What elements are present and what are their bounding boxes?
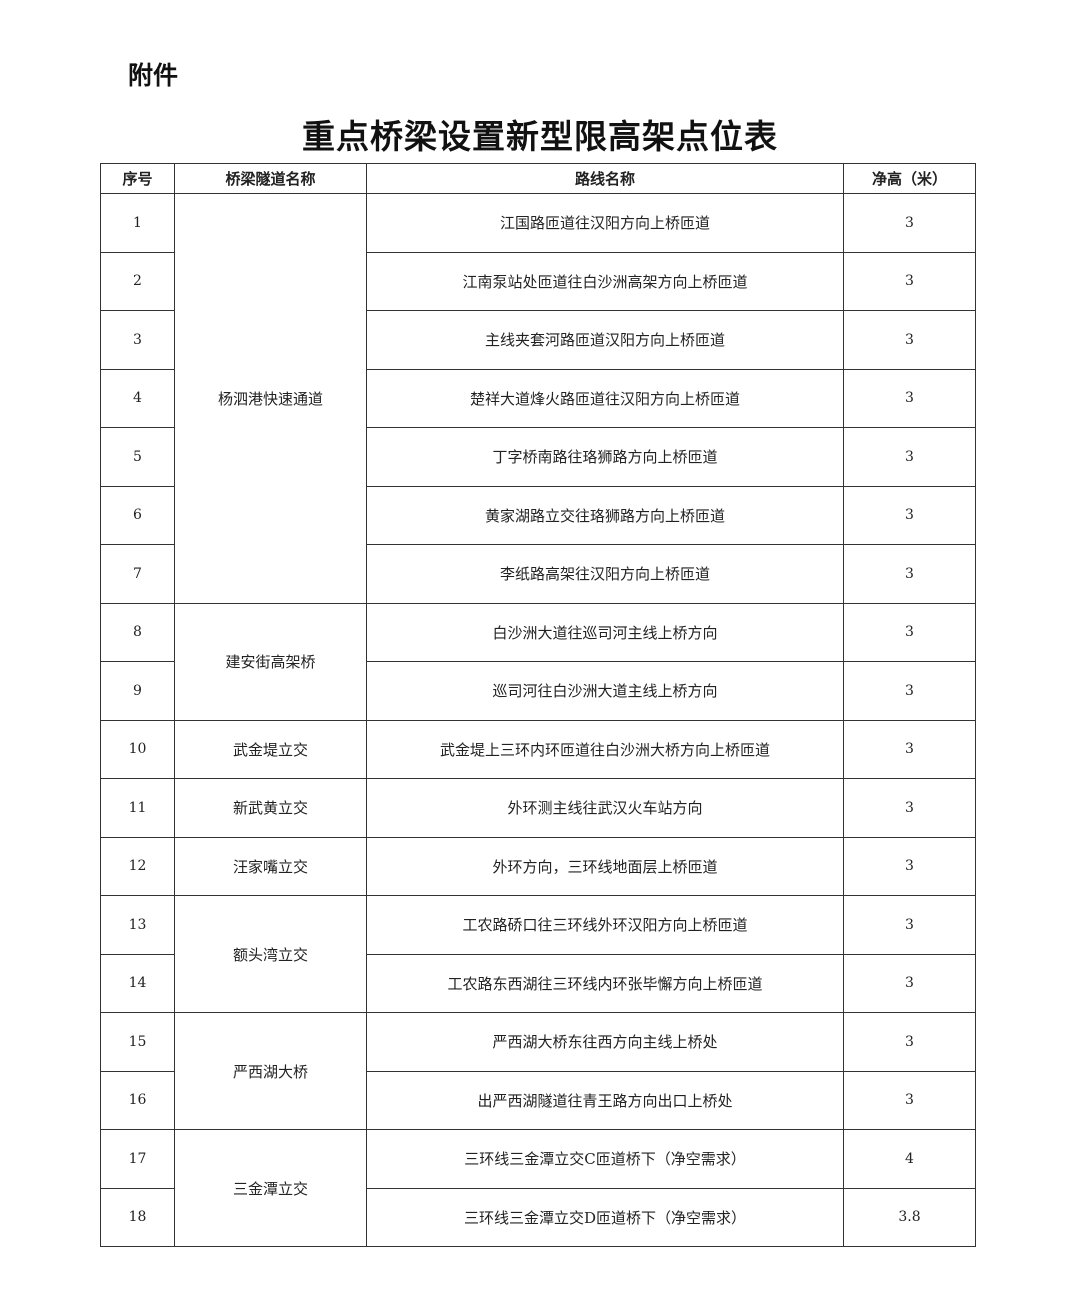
clearance-height: 3	[843, 836, 976, 896]
row-number: 15	[100, 1012, 175, 1072]
route-name: 武金堤上三环内环匝道往白沙洲大桥方向上桥匝道	[366, 719, 844, 779]
row-number: 3	[100, 310, 175, 370]
row-number: 5	[100, 427, 175, 487]
table-row: 14 工农路东西湖往三环线内环张毕懈方向上桥匝道 3	[100, 953, 976, 1013]
route-name: 外环方向，三环线地面层上桥匝道	[366, 836, 844, 896]
table-header-row: 序号 桥梁隧道名称 路线名称 净高（米）	[100, 163, 976, 194]
route-name: 出严西湖隧道往青王路方向出口上桥处	[366, 1070, 844, 1130]
bridge-name: 三金潭立交	[174, 1129, 367, 1247]
route-name: 工农路硚口往三环线外环汉阳方向上桥匝道	[366, 895, 844, 955]
row-number: 2	[100, 251, 175, 311]
route-name: 黄家湖路立交往珞狮路方向上桥匝道	[366, 485, 844, 545]
route-name: 江国路匝道往汉阳方向上桥匝道	[366, 193, 844, 253]
route-name: 楚祥大道烽火路匝道往汉阳方向上桥匝道	[366, 368, 844, 428]
row-number: 14	[100, 953, 175, 1013]
row-number: 10	[100, 719, 175, 779]
page-title: 重点桥梁设置新型限高架点位表	[302, 117, 778, 156]
clearance-height: 3	[843, 310, 976, 370]
route-name: 江南泵站处匝道往白沙洲高架方向上桥匝道	[366, 251, 844, 311]
bridge-name: 严西湖大桥	[174, 1012, 367, 1130]
table-row: 3 主线夹套河路匝道汉阳方向上桥匝道 3	[100, 310, 976, 370]
clearance-height: 3	[843, 778, 976, 838]
bridge-name: 额头湾立交	[174, 895, 367, 1013]
table-row: 8 建安街高架桥 白沙洲大道往巡司河主线上桥方向 3	[100, 602, 976, 721]
clearance-height: 3	[843, 895, 976, 955]
table-row: 17 三金潭立交 三环线三金潭立交C匝道桥下（净空需求） 4	[100, 1129, 976, 1247]
clearance-height: 3	[843, 661, 976, 721]
route-name: 巡司河往白沙洲大道主线上桥方向	[366, 661, 844, 721]
clearance-height: 3	[843, 1012, 976, 1072]
route-name: 三环线三金潭立交D匝道桥下（净空需求）	[366, 1187, 844, 1247]
route-name: 白沙洲大道往巡司河主线上桥方向	[366, 602, 844, 662]
row-number: 9	[100, 661, 175, 721]
route-name: 外环测主线往武汉火车站方向	[366, 778, 844, 838]
table-row: 2 江南泵站处匝道往白沙洲高架方向上桥匝道 3	[100, 251, 976, 311]
route-name: 严西湖大桥东往西方向主线上桥处	[366, 1012, 844, 1072]
clearance-height: 3	[843, 427, 976, 487]
clearance-height: 3	[843, 368, 976, 428]
route-name: 主线夹套河路匝道汉阳方向上桥匝道	[366, 310, 844, 370]
clearance-height: 3.8	[843, 1187, 976, 1247]
clearance-height: 3	[843, 485, 976, 545]
table-row: 15 严西湖大桥 严西湖大桥东往西方向主线上桥处 3	[100, 1012, 976, 1130]
clearance-height: 3	[843, 544, 976, 604]
table-row: 11 新武黄立交 外环测主线往武汉火车站方向 3	[100, 778, 976, 838]
row-number: 12	[100, 836, 175, 896]
route-name: 工农路东西湖往三环线内环张毕懈方向上桥匝道	[366, 953, 844, 1013]
clearance-height: 4	[843, 1129, 976, 1189]
row-number: 13	[100, 895, 175, 955]
row-number: 16	[100, 1070, 175, 1130]
table-row: 9 巡司河往白沙洲大道主线上桥方向 3	[100, 661, 976, 721]
row-number: 1	[100, 193, 175, 253]
table-row: 18 三环线三金潭立交D匝道桥下（净空需求） 3.8	[100, 1187, 976, 1247]
table-row: 16 出严西湖隧道往青王路方向出口上桥处 3	[100, 1070, 976, 1130]
clearance-height: 3	[843, 1070, 976, 1130]
attachment-label: 附件	[128, 61, 179, 90]
table-row: 5 丁字桥南路往珞狮路方向上桥匝道 3	[100, 427, 976, 487]
table-body: 1 杨泗港快速通道 江国路匝道往汉阳方向上桥匝道 3 2 江南泵站处匝道往白沙洲高架方向上…	[100, 193, 976, 1247]
table-row: 13 额头湾立交 工农路硚口往三环线外环汉阳方向上桥匝道 3	[100, 895, 976, 1013]
bridge-name: 杨泗港快速通道	[174, 193, 367, 604]
row-number: 7	[100, 544, 175, 604]
clearance-height: 3	[843, 719, 976, 779]
route-name: 丁字桥南路往珞狮路方向上桥匝道	[366, 427, 844, 487]
header-clearance: 净高（米）	[843, 163, 976, 194]
bridge-name: 汪家嘴立交	[174, 836, 367, 896]
route-name: 三环线三金潭立交C匝道桥下（净空需求）	[366, 1129, 844, 1189]
header-route-name: 路线名称	[366, 163, 844, 194]
row-number: 17	[100, 1129, 175, 1189]
row-number: 8	[100, 602, 175, 662]
bridge-name: 武金堤立交	[174, 719, 367, 779]
route-name: 李纸路高架往汉阳方向上桥匝道	[366, 544, 844, 604]
table-row: 10 武金堤立交 武金堤上三环内环匝道往白沙洲大桥方向上桥匝道 3	[100, 719, 976, 779]
row-number: 11	[100, 778, 175, 838]
header-bridge-name: 桥梁隧道名称	[174, 163, 367, 194]
table-row: 7 李纸路高架往汉阳方向上桥匝道 3	[100, 544, 976, 604]
bridge-height-table: 序号 桥梁隧道名称 路线名称 净高（米） 1 杨泗港快速通道 江国路匝道往汉阳方向上…	[100, 163, 976, 1247]
row-number: 4	[100, 368, 175, 428]
row-number: 18	[100, 1187, 175, 1247]
table-row: 12 汪家嘴立交 外环方向，三环线地面层上桥匝道 3	[100, 836, 976, 896]
clearance-height: 3	[843, 251, 976, 311]
bridge-name: 建安街高架桥	[174, 602, 367, 721]
bridge-name: 新武黄立交	[174, 778, 367, 838]
clearance-height: 3	[843, 602, 976, 662]
table-row: 1 杨泗港快速通道 江国路匝道往汉阳方向上桥匝道 3	[100, 193, 976, 604]
table-row: 4 楚祥大道烽火路匝道往汉阳方向上桥匝道 3	[100, 368, 976, 428]
row-number: 6	[100, 485, 175, 545]
clearance-height: 3	[843, 953, 976, 1013]
table-row: 6 黄家湖路立交往珞狮路方向上桥匝道 3	[100, 485, 976, 545]
header-number: 序号	[100, 163, 175, 194]
clearance-height: 3	[843, 193, 976, 253]
